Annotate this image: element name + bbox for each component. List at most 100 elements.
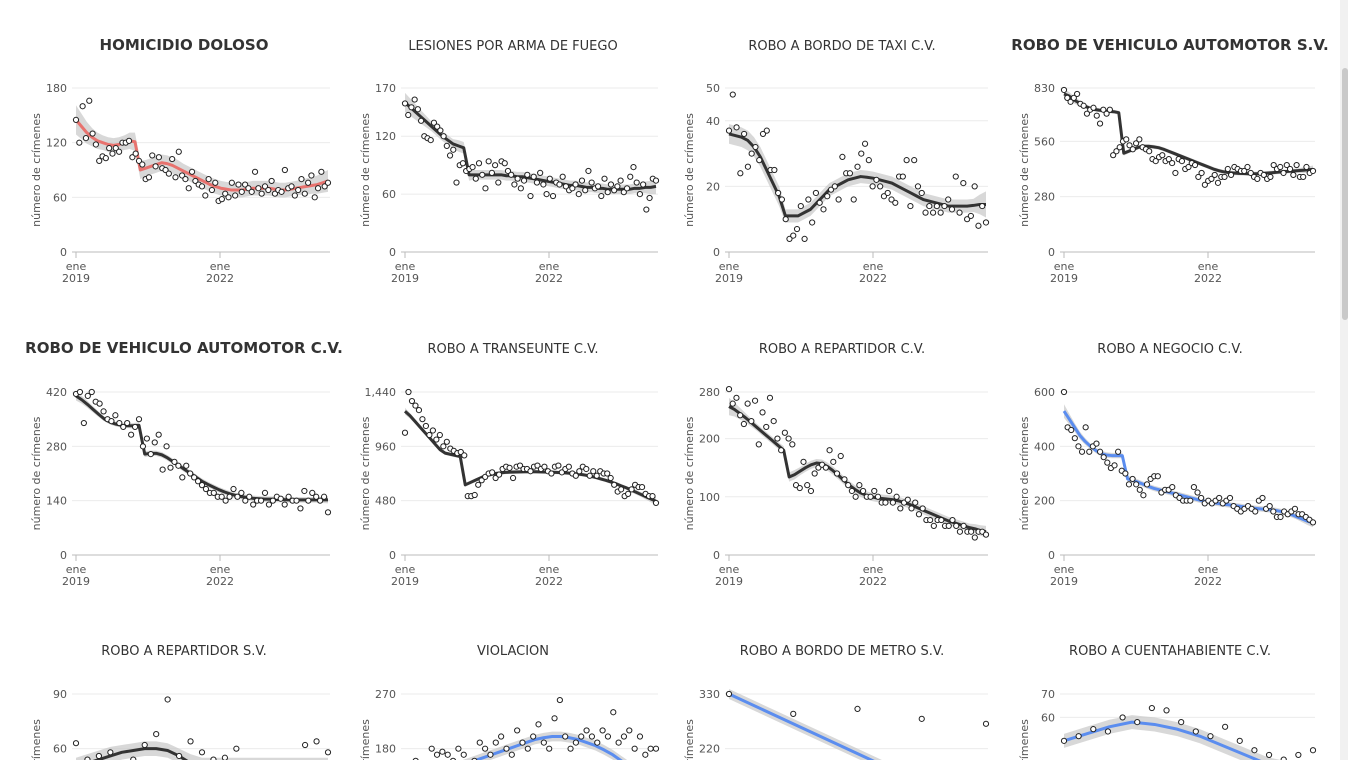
data-point — [175, 752, 183, 760]
data-point — [1192, 728, 1199, 735]
data-point — [106, 145, 113, 152]
data-point — [508, 751, 515, 758]
data-point — [1122, 470, 1129, 477]
data-point — [744, 400, 751, 407]
data-point — [288, 183, 295, 190]
data-point — [257, 497, 265, 504]
data-point — [854, 705, 861, 713]
data-point — [248, 188, 255, 195]
data-point — [770, 418, 777, 425]
data-point — [535, 721, 542, 728]
data-point — [827, 186, 835, 193]
data-point — [551, 715, 558, 722]
data-point — [250, 501, 257, 508]
data-point — [443, 142, 450, 149]
data-point — [305, 497, 312, 504]
data-point — [107, 749, 114, 756]
data-point — [230, 485, 237, 493]
data-point — [530, 173, 537, 180]
y-tick-label: 100 — [699, 491, 720, 504]
data-point — [1300, 173, 1307, 181]
data-point — [412, 402, 419, 409]
data-point — [1227, 171, 1235, 179]
data-point — [433, 436, 440, 443]
data-point — [1216, 494, 1223, 502]
data-point — [268, 177, 275, 185]
data-point — [194, 478, 202, 485]
data-point — [812, 189, 820, 197]
data-point — [949, 516, 956, 524]
data-point — [1123, 136, 1130, 143]
data-point — [527, 192, 534, 200]
data-point — [218, 493, 225, 500]
y-tick-label: 120 — [46, 137, 67, 150]
data-point — [1291, 505, 1299, 512]
data-point — [805, 196, 812, 203]
data-point — [198, 482, 206, 489]
data-point — [1083, 110, 1091, 117]
data-point — [205, 176, 212, 183]
data-point — [733, 394, 740, 401]
y-tick-label: 200 — [1034, 495, 1055, 508]
data-point — [1178, 158, 1186, 165]
y-tick-label: 60 — [53, 743, 67, 756]
page-scrollbar[interactable] — [1340, 0, 1348, 760]
data-point — [937, 209, 944, 216]
chart-title: ROBO A TRANSEUNTE C.V. — [428, 342, 599, 357]
data-point — [401, 100, 409, 107]
y-tick-label: 420 — [46, 386, 67, 399]
y-tick-label: 0 — [1048, 246, 1055, 259]
y-tick-label: 50 — [706, 82, 720, 95]
x-tick-label: 2019 — [715, 272, 743, 285]
data-point — [759, 409, 766, 416]
data-point — [212, 179, 219, 186]
x-tick-label: ene — [539, 260, 560, 273]
data-point — [956, 528, 964, 535]
data-point — [555, 462, 562, 469]
data-point — [482, 185, 489, 192]
data-point — [172, 174, 179, 181]
data-point — [882, 499, 889, 506]
y-axis-label: número de crímenes — [30, 719, 43, 760]
data-point — [1104, 728, 1112, 735]
data-point — [627, 173, 634, 180]
x-tick-label: ene — [66, 260, 87, 273]
data-point — [1159, 152, 1166, 159]
data-point — [487, 751, 494, 758]
data-point — [1075, 733, 1082, 740]
data-point — [314, 185, 322, 192]
data-point — [877, 183, 884, 190]
data-point — [933, 202, 940, 210]
trend-line — [472, 735, 623, 760]
data-point — [636, 191, 644, 198]
x-tick-label: ene — [1198, 260, 1219, 273]
x-tick-label: ene — [1054, 260, 1075, 273]
x-tick-label: 2022 — [535, 575, 563, 588]
page-scroll-thumb[interactable] — [1342, 68, 1348, 320]
data-point — [1178, 719, 1185, 726]
data-point — [439, 748, 446, 755]
data-point — [549, 192, 557, 200]
data-point — [778, 447, 785, 454]
data-point — [318, 168, 325, 175]
data-point — [831, 183, 838, 190]
x-tick-label: ene — [66, 563, 87, 576]
data-point — [139, 443, 147, 450]
data-point — [232, 192, 239, 199]
chart-panel: ROBO DE VEHICULO AUTOMOTOR C.V. número de… — [25, 339, 343, 588]
data-point — [763, 127, 770, 134]
data-point — [520, 177, 528, 184]
data-point — [1096, 120, 1104, 127]
data-point — [415, 407, 423, 414]
data-point — [614, 183, 621, 190]
data-point — [265, 186, 272, 194]
data-point — [125, 137, 133, 144]
data-point — [1267, 173, 1274, 181]
data-point — [1208, 175, 1215, 182]
data-point — [1309, 167, 1317, 175]
data-point — [1136, 136, 1143, 143]
x-tick-label: ene — [539, 563, 560, 576]
data-point — [221, 754, 229, 760]
data-point — [479, 171, 486, 178]
data-point — [640, 181, 647, 188]
